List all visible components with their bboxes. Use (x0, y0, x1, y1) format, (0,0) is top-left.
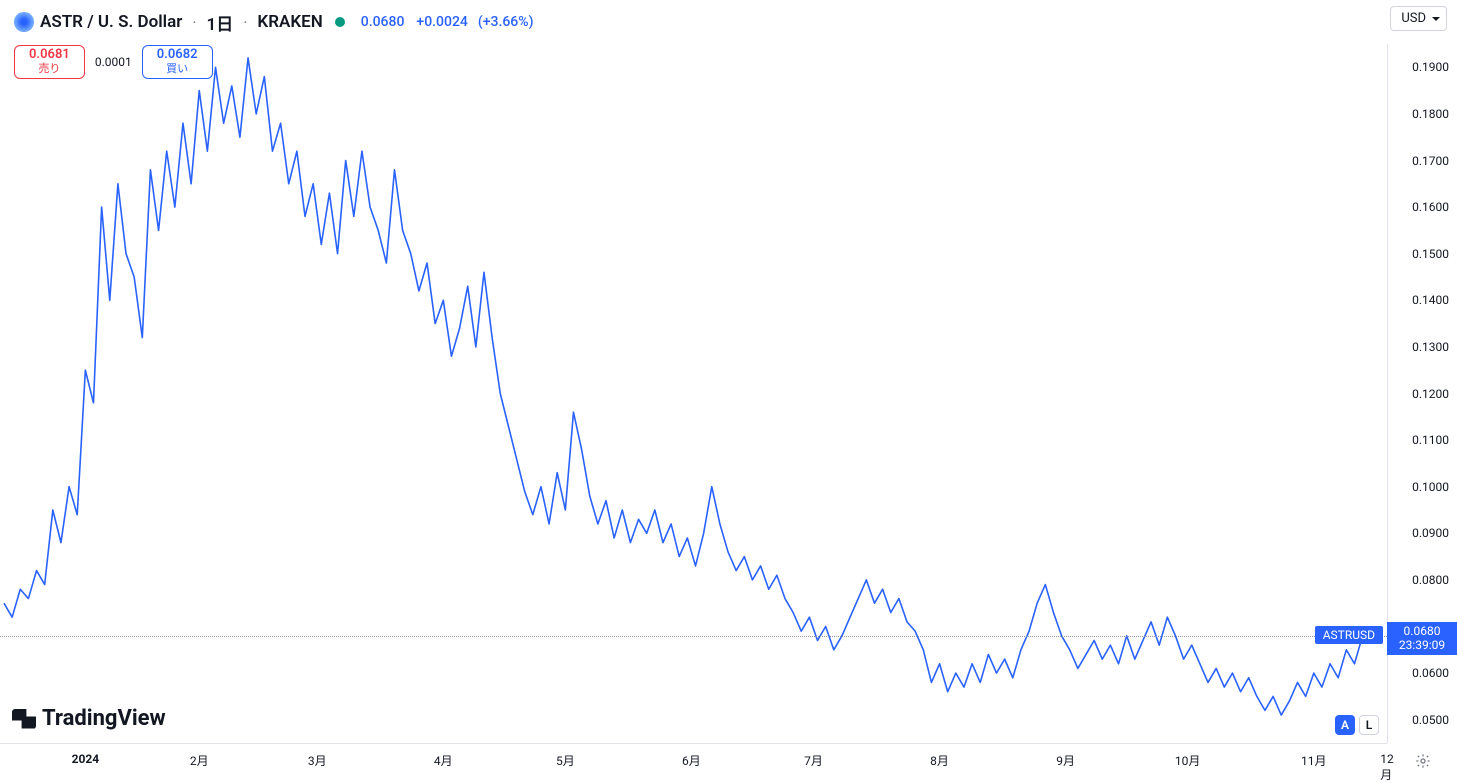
x-tick-label: 4月 (434, 752, 453, 769)
auto-scale-badge[interactable]: A (1335, 715, 1355, 735)
symbol-icon (14, 12, 34, 32)
countdown-time: 23:39:09 (1387, 638, 1457, 652)
chart-header: ASTR / U. S. Dollar · 1日 · KRAKEN 0.0680… (0, 0, 1457, 44)
current-price-tag: 0.0680 23:39:09 (1387, 622, 1457, 655)
x-tick-label: 5月 (556, 752, 575, 769)
tradingview-logo[interactable]: TradingView (12, 706, 166, 731)
exchange-label[interactable]: KRAKEN (257, 12, 322, 32)
price-chart-svg (0, 44, 1457, 777)
x-tick-label: 2024 (72, 752, 100, 766)
interval-label[interactable]: 1日 (207, 10, 234, 35)
x-tick-label: 11月 (1301, 752, 1327, 769)
tradingview-text: TradingView (42, 706, 166, 731)
symbol-price-tag: ASTRUSD (1315, 626, 1383, 644)
tradingview-mark-icon (12, 709, 36, 729)
currency-value: USD (1401, 11, 1426, 26)
y-tick-label: 0.0800 (1412, 573, 1449, 587)
y-tick-label: 0.0900 (1412, 526, 1449, 540)
y-tick-label: 0.0500 (1412, 713, 1449, 727)
x-tick-label: 12月 (1380, 752, 1394, 783)
settings-icon[interactable] (1415, 753, 1431, 769)
price-change-pct: (+3.66%) (478, 14, 534, 30)
y-tick-label: 0.1100 (1412, 433, 1449, 447)
y-tick-label: 0.1400 (1412, 293, 1449, 307)
last-price: 0.0680 (361, 14, 405, 30)
x-tick-label: 6月 (682, 752, 701, 769)
y-tick-label: 0.1300 (1412, 340, 1449, 354)
current-price-line (0, 636, 1387, 637)
scale-badges: A L (1335, 715, 1379, 735)
x-tick-label: 3月 (308, 752, 327, 769)
log-scale-badge[interactable]: L (1359, 715, 1379, 735)
market-status-icon (335, 17, 345, 27)
x-tick-label: 2月 (190, 752, 209, 769)
current-price-value: 0.0680 (1387, 624, 1457, 638)
x-tick-label: 10月 (1175, 752, 1201, 769)
separator-dot: · (188, 13, 200, 32)
y-tick-label: 0.1500 (1412, 247, 1449, 261)
y-tick-label: 0.1700 (1412, 154, 1449, 168)
y-tick-label: 0.1900 (1412, 60, 1449, 74)
y-tick-label: 0.1600 (1412, 200, 1449, 214)
chart-area[interactable]: 0.1900 0.1800 0.1700 0.1600 0.1500 0.1400 0.13… (0, 44, 1457, 777)
currency-select[interactable]: USD (1390, 6, 1447, 31)
x-axis[interactable]: 20242月3月4月5月6月7月8月9月10月11月12月 (0, 743, 1387, 777)
y-tick-label: 0.1000 (1412, 480, 1449, 494)
symbol-pair[interactable]: ASTR / U. S. Dollar (40, 12, 182, 32)
price-change-abs: +0.0024 (416, 14, 467, 30)
x-tick-label: 7月 (804, 752, 823, 769)
x-tick-label: 8月 (930, 752, 949, 769)
y-tick-label: 0.1200 (1412, 387, 1449, 401)
x-tick-label: 9月 (1056, 752, 1075, 769)
y-tick-label: 0.1800 (1412, 107, 1449, 121)
separator-dot: · (239, 13, 251, 32)
y-tick-label: 0.0600 (1412, 666, 1449, 680)
